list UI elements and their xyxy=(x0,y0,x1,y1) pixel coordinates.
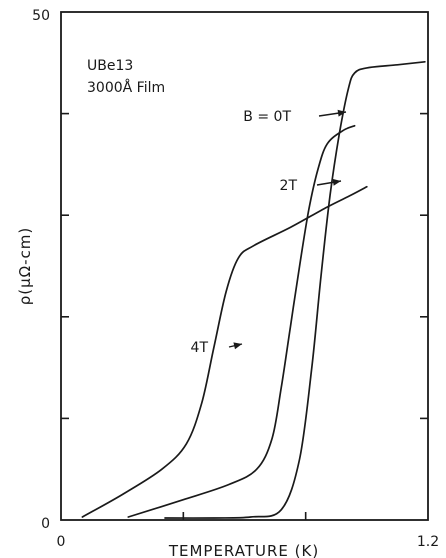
series-line-2t xyxy=(127,124,356,518)
y-tick-label-bottom: 0 xyxy=(41,516,50,532)
y-axis-title: ρ(μΩ-cm) xyxy=(16,227,34,306)
y-tick-label-top: 50 xyxy=(32,8,50,24)
series-label-b-0t: B = 0T xyxy=(243,109,291,125)
material-annotation: UBe13 xyxy=(87,58,133,74)
film-annotation: 3000Å Film xyxy=(87,79,165,96)
plot-frame xyxy=(60,11,429,521)
series-curves xyxy=(81,60,426,519)
series-labels: B = 0T 2T 4T xyxy=(191,109,347,356)
series-arrowhead-4t xyxy=(233,342,242,350)
x-tick-label-right: 1.2 xyxy=(417,534,439,550)
x-axis-title: TEMPERATURE (K) xyxy=(168,542,319,558)
series-line-4t xyxy=(81,185,368,518)
series-label-4t: 4T xyxy=(191,340,209,356)
series-arrowhead-b-0t xyxy=(337,109,346,117)
series-arrowhead-2t xyxy=(332,178,341,186)
series-label-2t: 2T xyxy=(280,178,298,194)
axis-ticks xyxy=(61,112,428,520)
series-line-b-0t xyxy=(164,60,426,519)
x-tick-label-left: 0 xyxy=(57,534,66,550)
